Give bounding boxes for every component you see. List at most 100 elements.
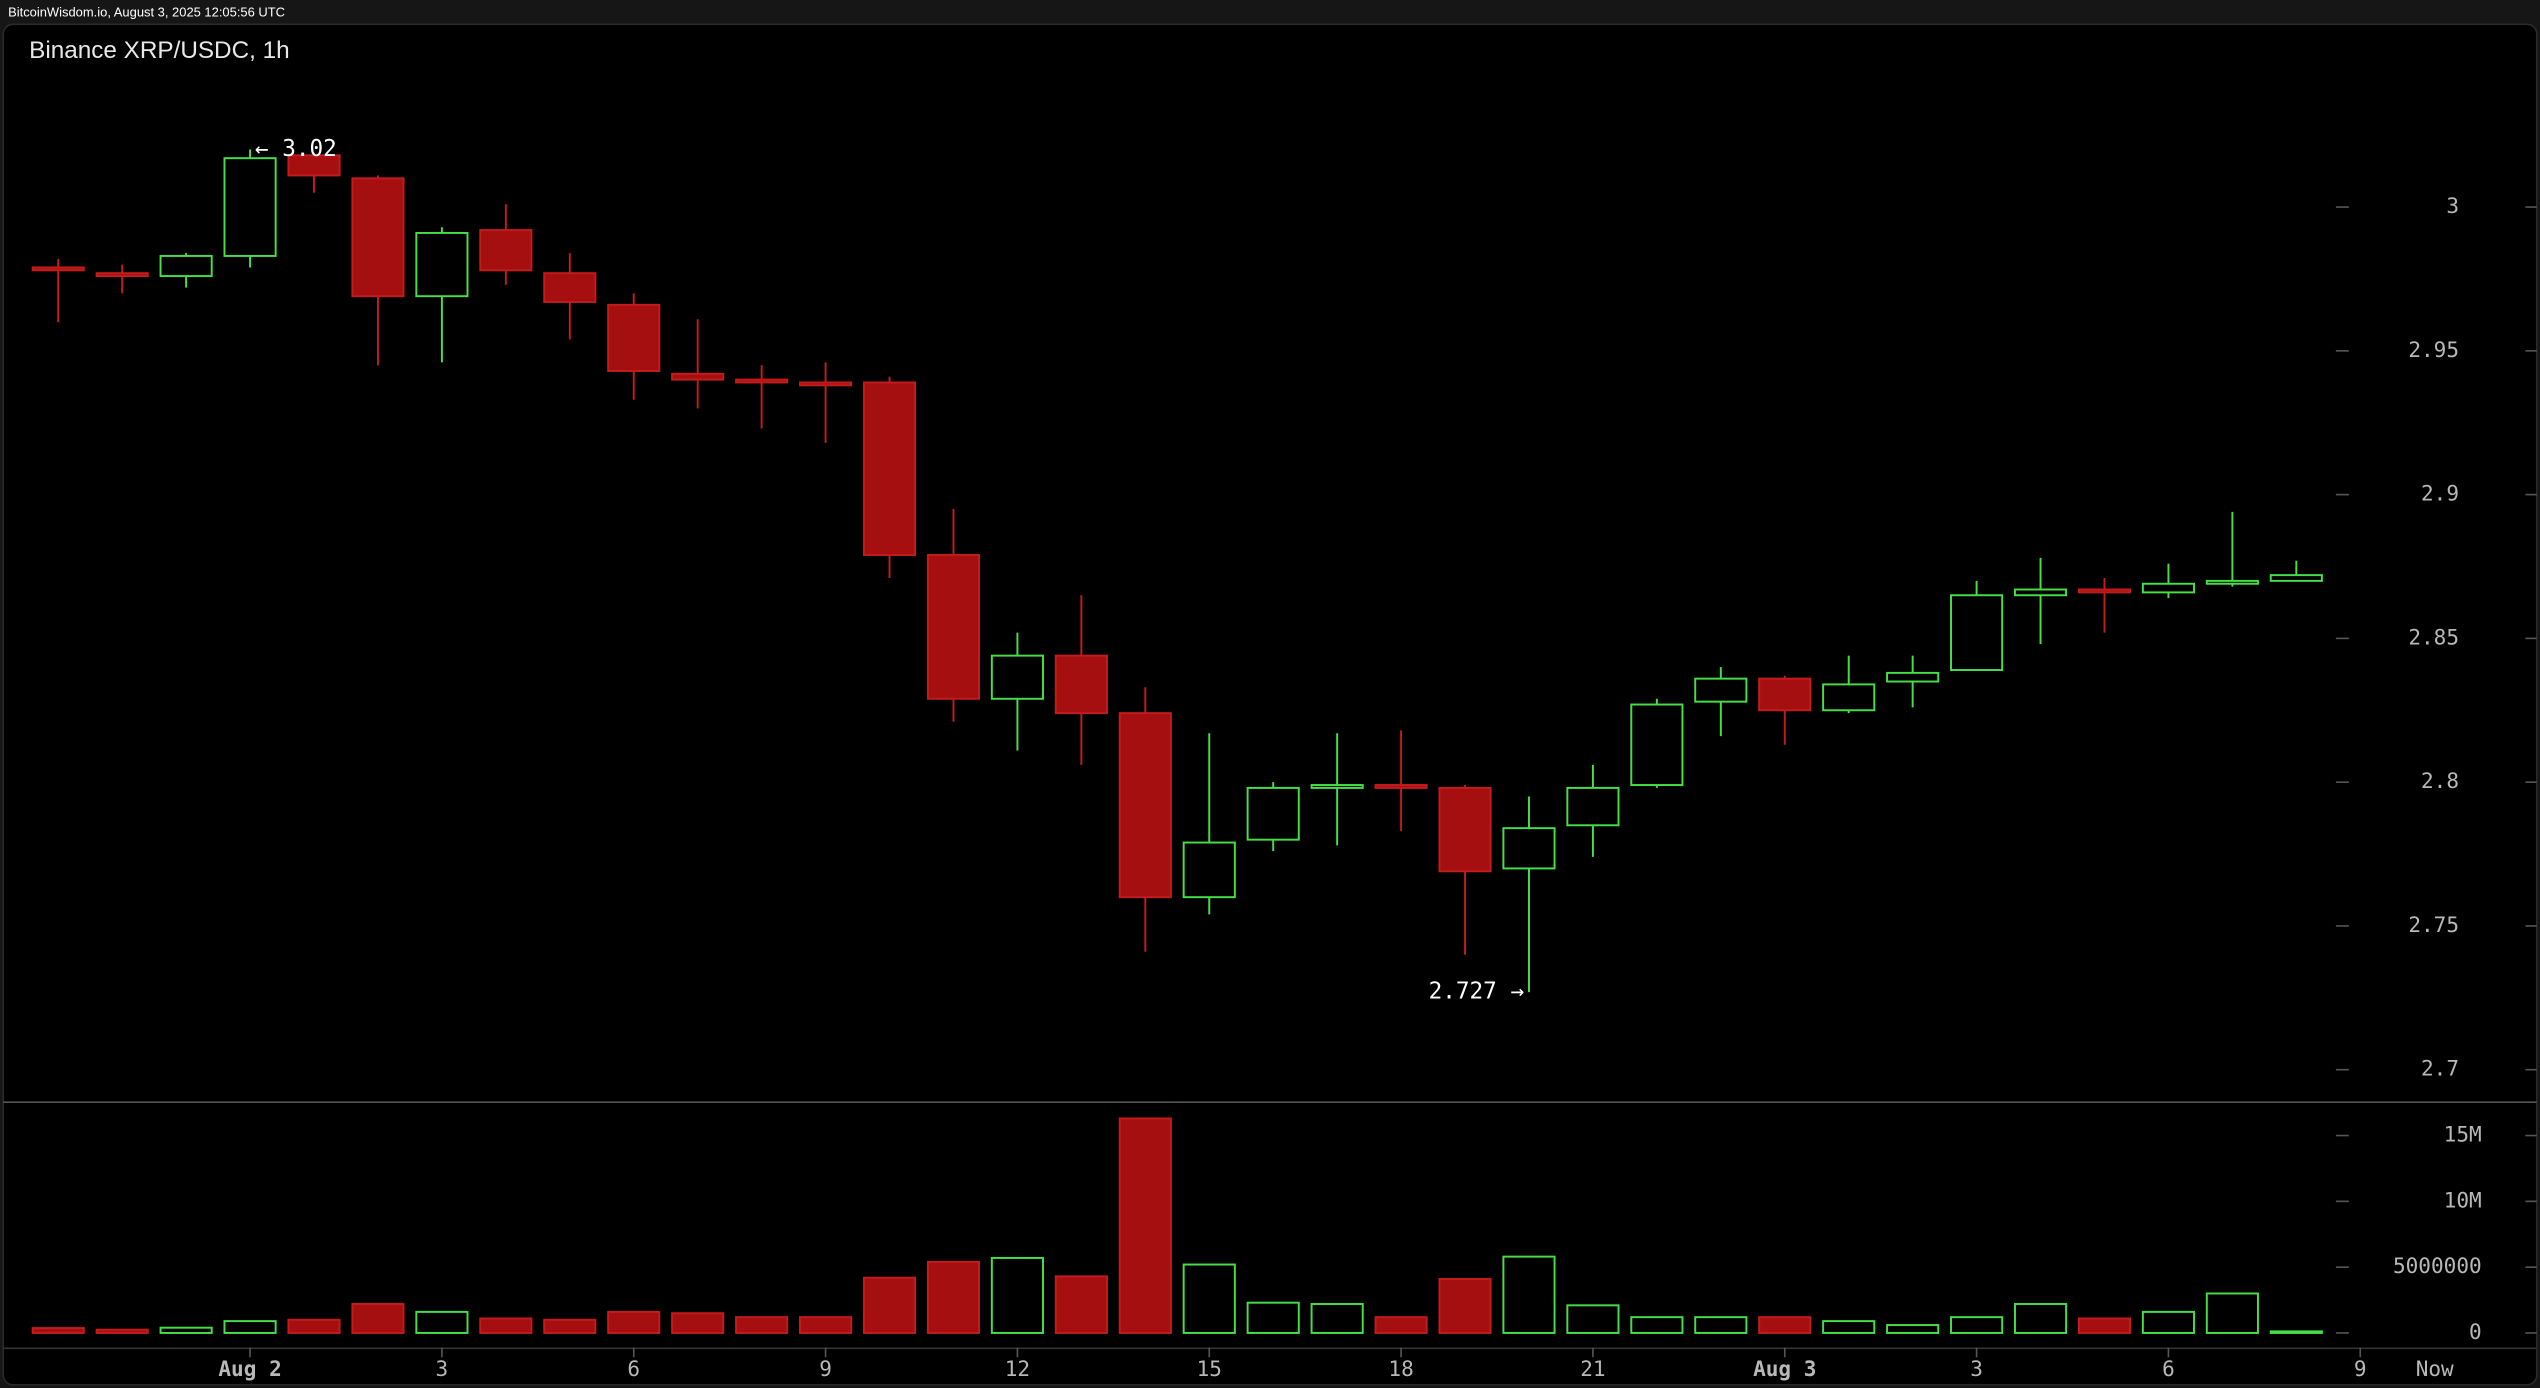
volume-bar [607, 1310, 661, 1334]
x-tick-label: 3 [436, 1356, 449, 1381]
volume-bar [95, 1328, 149, 1334]
candle-body [2077, 588, 2132, 594]
volume-tick-label: 10M [2444, 1187, 2482, 1212]
candle-body [1694, 677, 1748, 703]
x-tick-label: 6 [627, 1356, 640, 1381]
volume-bar [990, 1256, 1044, 1334]
candle-body [862, 381, 917, 556]
y-tick-label: 3 [2446, 193, 2459, 218]
volume-bar [1246, 1301, 1300, 1334]
volume-bar [926, 1260, 981, 1334]
candle-body [415, 231, 469, 298]
candle-body [1502, 827, 1556, 870]
volume-tick-label: 5000000 [2393, 1253, 2482, 1278]
candle-body [2205, 579, 2259, 585]
volume-bar [1822, 1320, 1876, 1334]
volume-bar [1566, 1304, 1620, 1334]
volume-bar [1886, 1324, 1940, 1334]
candle-body [1374, 784, 1428, 789]
candle-body [926, 554, 981, 700]
volume-bar [862, 1276, 917, 1334]
x-tick-label: 9 [2354, 1356, 2367, 1381]
volume-bar [1630, 1316, 1684, 1334]
x-tick-label: Aug 3 [1753, 1356, 1816, 1381]
candle-body [159, 254, 213, 278]
candle-body [799, 381, 853, 387]
candle-body [607, 303, 661, 372]
volume-bar [479, 1317, 533, 1334]
candle-body [543, 272, 597, 303]
volume-bar [2269, 1330, 2323, 1334]
volume-bar [2141, 1310, 2195, 1334]
candle-body [1758, 677, 1812, 712]
candle-body [2013, 588, 2068, 597]
candle-body [223, 157, 277, 257]
volume-bar [543, 1318, 597, 1334]
chart-title: Binance XRP/USDC, 1h [29, 37, 289, 64]
candle-body [1822, 683, 1876, 712]
x-tick-label: 12 [1005, 1356, 1030, 1381]
volume-bar [2077, 1317, 2132, 1334]
volume-bar [1758, 1316, 1812, 1334]
volume-tick-label: 0 [2469, 1319, 2482, 1344]
candle-body [1310, 784, 1364, 789]
x-tick-label: 21 [1580, 1356, 1605, 1381]
x-tick-label: 6 [2162, 1356, 2175, 1381]
y-tick-label: 2.75 [2408, 912, 2459, 937]
volume-bar [415, 1310, 469, 1334]
volume-bar [1182, 1263, 1236, 1334]
volume-bar [287, 1318, 341, 1334]
volume-bar [671, 1312, 725, 1334]
low-annotation: 2.727 → [1429, 979, 1524, 1005]
candle-body [671, 372, 725, 381]
now-label: Now [2416, 1356, 2454, 1381]
volume-bar [351, 1303, 405, 1334]
candle-body [1438, 786, 1492, 873]
volume-bar [159, 1326, 213, 1334]
candle-body [287, 154, 341, 177]
candle-body [2141, 582, 2195, 594]
candle-body [1246, 786, 1300, 841]
x-tick-label: 9 [819, 1356, 832, 1381]
candle-body [1566, 786, 1620, 827]
candle-body [1886, 671, 1940, 683]
y-tick-label: 2.9 [2421, 481, 2459, 506]
volume-bar [1310, 1303, 1364, 1334]
volume-tick-label: 15M [2444, 1122, 2482, 1147]
volume-bar [2013, 1303, 2068, 1334]
x-tick-label: 3 [1970, 1356, 1983, 1381]
candle-body [735, 378, 789, 384]
x-tick-label: Aug 2 [218, 1356, 281, 1381]
candle-body [351, 177, 405, 298]
candle-body [1118, 712, 1172, 899]
volume-bar [1118, 1117, 1172, 1334]
candle-body [2269, 574, 2323, 582]
high-annotation: ← 3.02 [255, 136, 337, 162]
volume-bar [31, 1327, 85, 1334]
volume-bar [735, 1316, 789, 1334]
y-tick-label: 2.8 [2421, 768, 2459, 793]
y-tick-label: 2.85 [2408, 624, 2459, 649]
volume-bar [1502, 1255, 1556, 1334]
candle-body [95, 272, 149, 278]
x-tick-label: 18 [1388, 1356, 1413, 1381]
candle-body [1630, 703, 1684, 787]
volume-bar [1054, 1275, 1108, 1334]
candle-body [31, 266, 85, 272]
header: BitcoinWisdom.io, August 3, 2025 12:05:5… [8, 4, 285, 19]
candle-body [479, 229, 533, 272]
volume-bar [799, 1316, 853, 1334]
volume-bar [1438, 1278, 1492, 1334]
candle-body [990, 654, 1044, 700]
candle-body [1950, 594, 2004, 671]
volume-bar [1950, 1316, 2004, 1334]
candle-body [1182, 841, 1236, 899]
x-tick-label: 15 [1197, 1356, 1222, 1381]
y-tick-label: 2.7 [2421, 1056, 2459, 1081]
y-tick-label: 2.95 [2408, 337, 2459, 362]
volume-bar [2205, 1292, 2259, 1334]
volume-bar [1694, 1316, 1748, 1334]
volume-bar [223, 1320, 277, 1334]
candle-body [1054, 654, 1108, 715]
